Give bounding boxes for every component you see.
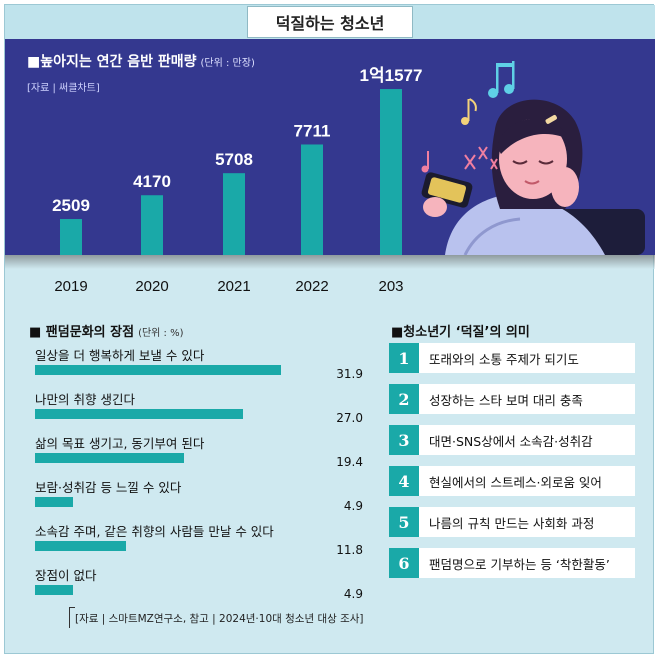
fandom-bar-value: 31.9: [336, 367, 363, 381]
album-bar-value-label: 2509: [52, 196, 90, 215]
fandom-chart-unit: (단위 : %): [138, 328, 184, 339]
album-bar-value-label: 4170: [133, 172, 171, 191]
meaning-item-number: 4: [389, 466, 419, 496]
fandom-bar-value: 19.4: [336, 455, 363, 469]
fandom-bar: [35, 585, 73, 595]
meaning-item: 6 팬덤명으로 기부하는 등 ‘착한활동’: [389, 548, 635, 578]
panel-shadow: [5, 255, 655, 269]
fandom-bar-value: 27.0: [336, 411, 363, 425]
fandom-chart-source: [자료 | 스마트MZ연구소, 참고 | 2024년·10대 청소년 대상 조사…: [69, 607, 364, 628]
meaning-item-text: 나름의 규칙 만드는 사회화 과정: [429, 515, 595, 531]
fandom-bar: [35, 409, 244, 419]
fandom-bar: [35, 497, 73, 507]
album-x-tick-label: 2019: [54, 278, 87, 295]
album-sales-chart: 2509 4170 5708 7711 1억1577: [52, 66, 423, 255]
album-x-tick-label: 2020: [135, 278, 168, 295]
meaning-item-text: 팬덤명으로 기부하는 등 ‘착한활동’: [429, 556, 610, 572]
meaning-item-number: 6: [389, 548, 419, 578]
album-sales-panel: ■높아지는 연간 음반 판매량 (단위 : 만장) [자료 | 써클차트]: [5, 39, 655, 255]
album-x-tick-label: 2022: [295, 278, 328, 295]
page-title: 덕질하는 청소년: [246, 6, 414, 38]
fandom-bar-label: 소속감 주며, 같은 취향의 사람들 만날 수 있다: [35, 524, 274, 539]
girl-with-phone-illustration: [421, 61, 645, 255]
infographic: 덕질하는 청소년 ■높아지는 연간 음반 판매량 (단위 : 만장) [자료 | …: [4, 4, 655, 654]
fandom-bar: [35, 453, 185, 463]
fandom-chart-title-text: ■ 팬덤문화의 장점: [29, 325, 135, 340]
album-x-tick-label: 2021: [217, 278, 250, 295]
meaning-item: 3 대면·SNS상에서 소속감·성취감: [389, 425, 635, 455]
fandom-bar-value: 4.9: [343, 499, 363, 513]
meaning-title: ■청소년기 ‘덕질’의 의미: [391, 325, 530, 340]
album-bar-value-label: 1억1577: [360, 66, 423, 85]
fandom-bar-label: 장점이 없다: [35, 568, 97, 583]
meaning-item-text: 또래와의 소통 주제가 되기도: [429, 351, 579, 367]
album-chart-title-text: ■높아지는 연간 음반 판매량: [27, 54, 197, 70]
fandom-bar-label: 일상을 더 행복하게 보낼 수 있다: [35, 348, 205, 363]
meaning-item: 1 또래와의 소통 주제가 되기도: [389, 343, 635, 373]
meaning-item: 4 현실에서의 스트레스·외로움 잊어: [389, 466, 635, 496]
album-bar-2020: [141, 195, 163, 255]
album-bar-value-label: 7711: [294, 121, 331, 140]
fandom-bar: [35, 541, 126, 551]
fandom-bar-label: 삶의 목표 생기고, 동기부여 된다: [35, 436, 205, 451]
fandom-bar-label: 보람·성취감 등 느낄 수 있다: [35, 480, 182, 495]
fandom-bar-value: 4.9: [343, 587, 363, 601]
album-bar-2021: [223, 173, 245, 255]
album-bar-2019: [60, 219, 82, 255]
album-chart-unit: (단위 : 만장): [200, 58, 255, 69]
fandom-bar: [35, 365, 281, 375]
title-bar: 덕질하는 청소년: [5, 5, 655, 39]
fandom-bar-value: 11.8: [336, 543, 363, 557]
fandom-bar-label: 나만의 취향 생긴다: [35, 392, 135, 407]
meaning-item-number: 1: [389, 343, 419, 373]
meaning-item-number: 3: [389, 425, 419, 455]
album-bar-value-label: 5708: [215, 150, 253, 169]
meaning-item-number: 2: [389, 384, 419, 414]
meaning-item-text: 현실에서의 스트레스·외로움 잊어: [429, 474, 602, 490]
album-x-axis: 2019 2020 2021 2022 203: [54, 278, 403, 295]
album-bar-203: [380, 89, 402, 255]
album-chart-source: [자료 | 써클차트]: [27, 83, 100, 94]
album-chart-title: ■높아지는 연간 음반 판매량 (단위 : 만장): [27, 51, 255, 71]
fandom-chart-title: ■ 팬덤문화의 장점 (단위 : %): [29, 321, 184, 340]
meaning-item-text: 성장하는 스타 보며 대리 충족: [429, 392, 583, 408]
meaning-item-number: 5: [389, 507, 419, 537]
meaning-item: 5 나름의 규칙 만드는 사회화 과정: [389, 507, 635, 537]
album-x-tick-label: 203: [378, 278, 403, 295]
meaning-item-text: 대면·SNS상에서 소속감·성취감: [429, 433, 593, 449]
album-bar-2022: [301, 144, 323, 255]
meaning-item: 2 성장하는 스타 보며 대리 충족: [389, 384, 635, 414]
